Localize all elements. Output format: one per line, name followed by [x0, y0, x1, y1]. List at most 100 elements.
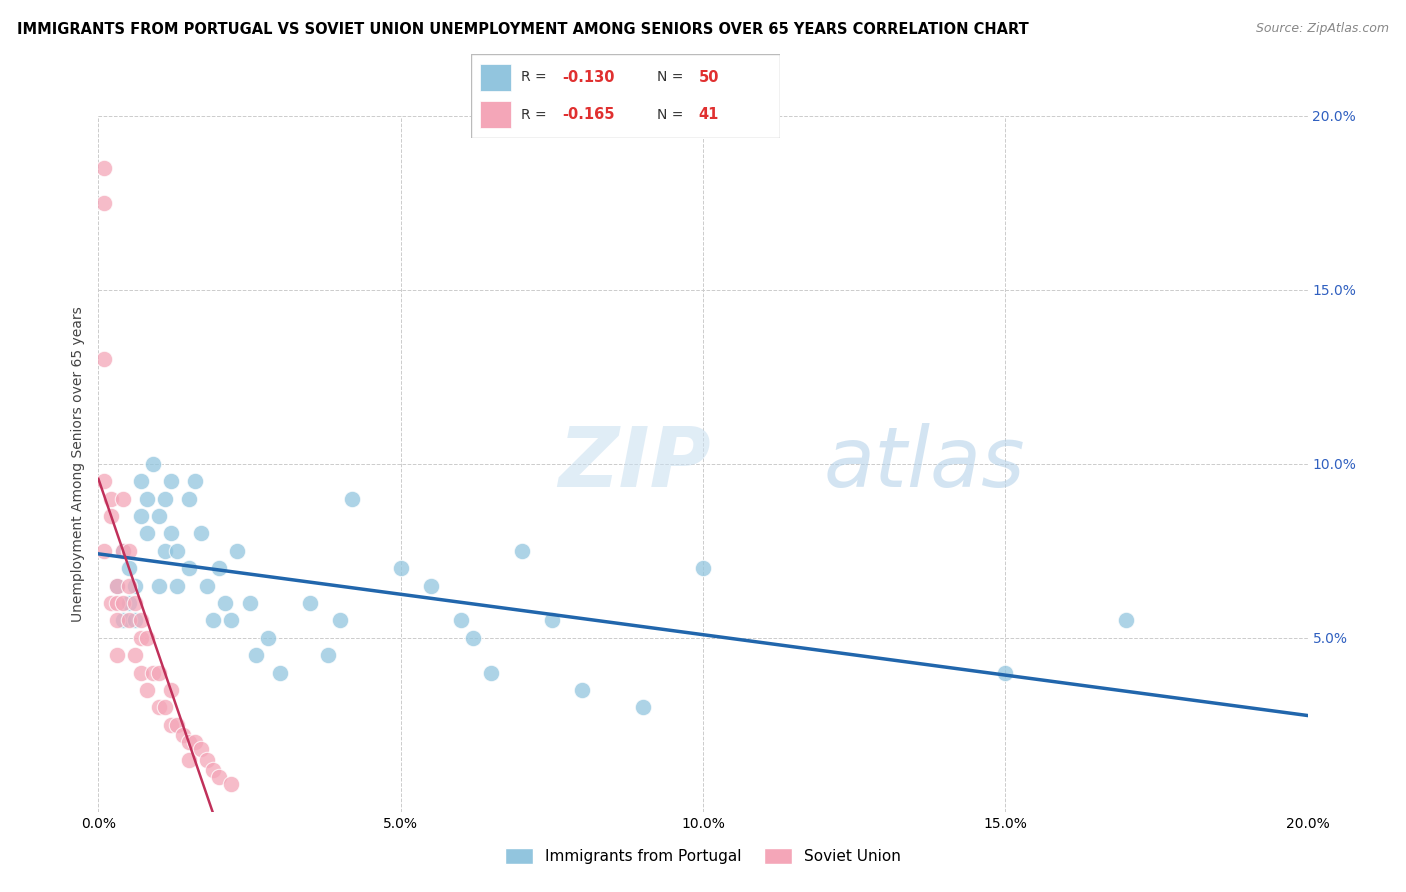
Point [129, 508, 152, 523]
Point [179, 753, 201, 767]
Point [153, 700, 176, 714]
Point [105, 614, 128, 628]
Point [316, 648, 339, 662]
Point [299, 596, 322, 610]
Point [994, 665, 1017, 680]
Point [111, 543, 134, 558]
Point [100, 596, 122, 610]
Point [93, 474, 115, 488]
Point [105, 596, 128, 610]
Point [166, 543, 188, 558]
Point [450, 614, 472, 628]
Text: atlas: atlas [824, 424, 1025, 504]
Point [179, 491, 201, 506]
Text: Source: ZipAtlas.com: Source: ZipAtlas.com [1256, 22, 1389, 36]
Point [124, 596, 146, 610]
Point [118, 578, 141, 592]
Point [153, 491, 176, 506]
Text: ZIP: ZIP [558, 424, 710, 504]
Point [184, 474, 207, 488]
Point [93, 196, 115, 211]
Point [111, 596, 134, 610]
Legend: Immigrants from Portugal, Soviet Union: Immigrants from Portugal, Soviet Union [499, 842, 907, 871]
Text: -0.165: -0.165 [562, 107, 614, 122]
Point [118, 543, 141, 558]
Point [111, 614, 134, 628]
Point [129, 614, 152, 628]
Point [463, 631, 485, 645]
Point [148, 508, 170, 523]
Point [160, 717, 183, 731]
FancyBboxPatch shape [471, 54, 780, 138]
Point [160, 526, 183, 541]
Text: N =: N = [657, 70, 688, 84]
Point [342, 491, 364, 506]
Point [124, 614, 146, 628]
Point [208, 561, 231, 575]
Point [111, 543, 134, 558]
Point [208, 770, 231, 784]
Point [142, 665, 165, 680]
Bar [481, 101, 512, 128]
Point [389, 561, 412, 575]
Point [172, 728, 194, 742]
Point [135, 526, 157, 541]
Point [190, 742, 212, 756]
Point [118, 614, 141, 628]
Point [184, 735, 207, 749]
Point [195, 578, 218, 592]
Point [135, 491, 157, 506]
Point [124, 578, 146, 592]
Point [166, 578, 188, 592]
Point [153, 543, 176, 558]
Point [420, 578, 443, 592]
Point [190, 526, 212, 541]
Point [93, 352, 115, 367]
Text: 41: 41 [699, 107, 718, 122]
Point [202, 614, 225, 628]
Point [135, 631, 157, 645]
Point [269, 665, 291, 680]
Point [129, 474, 152, 488]
Text: R =: R = [520, 108, 551, 121]
Point [481, 665, 503, 680]
Point [571, 683, 593, 698]
Point [93, 543, 115, 558]
Point [129, 665, 152, 680]
Text: IMMIGRANTS FROM PORTUGAL VS SOVIET UNION UNEMPLOYMENT AMONG SENIORS OVER 65 YEAR: IMMIGRANTS FROM PORTUGAL VS SOVIET UNION… [17, 22, 1029, 37]
Point [118, 596, 141, 610]
Point [142, 457, 165, 471]
Point [105, 578, 128, 592]
Point [160, 474, 183, 488]
Y-axis label: Unemployment Among Seniors over 65 years: Unemployment Among Seniors over 65 years [72, 306, 86, 622]
Point [105, 648, 128, 662]
Point [510, 543, 533, 558]
Point [540, 614, 562, 628]
Point [221, 614, 243, 628]
Point [692, 561, 714, 575]
Point [129, 631, 152, 645]
Text: -0.130: -0.130 [562, 70, 614, 85]
Point [195, 753, 218, 767]
Point [93, 161, 115, 176]
Text: N =: N = [657, 108, 688, 121]
Point [631, 700, 654, 714]
Point [245, 648, 267, 662]
Text: R =: R = [520, 70, 551, 84]
Point [148, 665, 170, 680]
Point [221, 777, 243, 791]
Point [135, 683, 157, 698]
Point [256, 631, 278, 645]
Point [160, 683, 183, 698]
Point [179, 561, 201, 575]
Point [166, 717, 188, 731]
Point [329, 614, 352, 628]
Point [105, 578, 128, 592]
Point [1115, 614, 1137, 628]
Point [124, 648, 146, 662]
Point [239, 596, 262, 610]
Bar [481, 63, 512, 91]
Point [214, 596, 236, 610]
Text: 50: 50 [699, 70, 718, 85]
Point [100, 508, 122, 523]
